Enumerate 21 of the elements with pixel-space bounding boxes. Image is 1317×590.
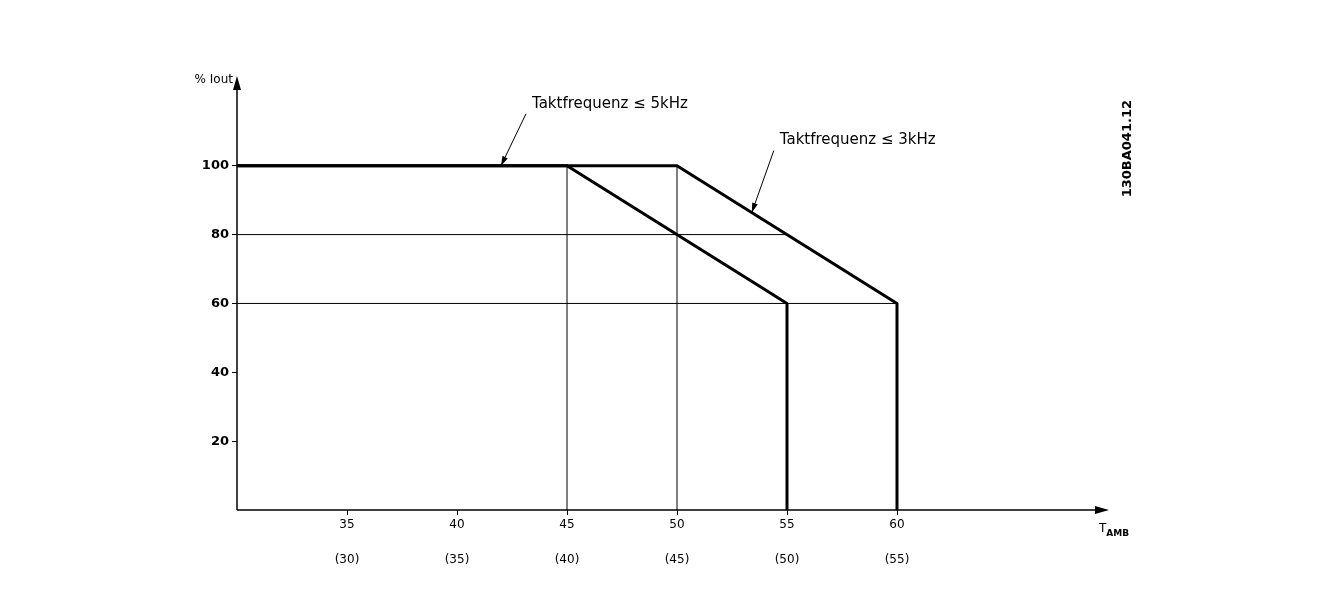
x2-tick-label: (35) bbox=[444, 552, 470, 567]
x2-tick-label: (40) bbox=[554, 552, 580, 567]
x-tick-label: 35 bbox=[339, 517, 355, 532]
y-tick-label: 100 bbox=[201, 157, 229, 173]
x-tick-label: 45 bbox=[559, 517, 575, 532]
x-tick-label: 40 bbox=[449, 517, 465, 532]
x2-tick-label: (30) bbox=[334, 552, 360, 567]
y-tick-label: 60 bbox=[210, 294, 229, 310]
x2-tick-label: (55) bbox=[884, 552, 910, 567]
x2-tick-label: (50) bbox=[774, 552, 800, 567]
y-tick-label: 40 bbox=[210, 363, 229, 379]
x-tick-label: 55 bbox=[779, 517, 795, 532]
text: 130BA041.12 bbox=[1119, 100, 1135, 198]
x-tick-label: 50 bbox=[669, 517, 685, 532]
x2-tick-label: (45) bbox=[664, 552, 690, 567]
text: Taktfrequenz ≤ 3kHz bbox=[778, 130, 936, 149]
text: Taktfrequenz ≤ 5kHz bbox=[531, 93, 689, 112]
x-tick-label: 60 bbox=[889, 517, 905, 532]
y-tick-label: 80 bbox=[210, 225, 229, 241]
y-tick-label: 20 bbox=[210, 432, 229, 448]
y-axis-title: % Iout bbox=[194, 72, 234, 87]
